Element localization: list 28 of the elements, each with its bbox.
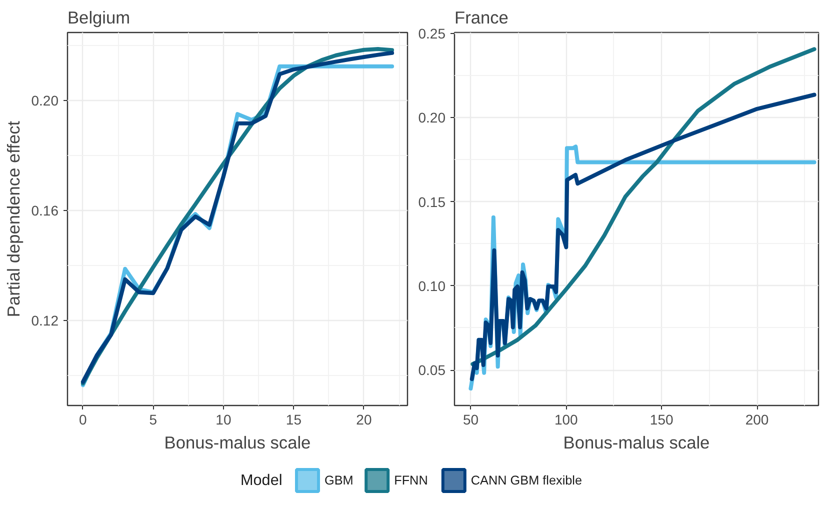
x-axis-title: Bonus-malus scale — [563, 432, 710, 452]
x-tick-label: 50 — [462, 412, 479, 428]
line-series — [470, 92, 816, 382]
y-tick-label: 0.20 — [418, 110, 446, 126]
y-tick-label: 0.15 — [418, 194, 446, 210]
legend-label: CANN GBM flexible — [470, 474, 582, 488]
chart-title: France — [454, 8, 508, 28]
x-tick-label: 15 — [286, 412, 302, 428]
legend-title: Model — [240, 472, 282, 489]
x-axis-title: Bonus-malus scale — [164, 432, 311, 452]
legend-label: GBM — [324, 474, 354, 488]
legend-label: FFNN — [394, 474, 428, 488]
y-tick-label: 0.16 — [31, 202, 59, 218]
chart-title: Belgium — [68, 8, 130, 28]
x-tick-label: 5 — [149, 412, 158, 428]
y-axis-title: Partial dependence effect — [3, 120, 24, 318]
x-tick-label: 100 — [554, 412, 578, 428]
y-tick-label: 0.20 — [31, 92, 59, 108]
y-tick-label: 0.12 — [31, 312, 59, 329]
y-tick-label: 0.25 — [418, 26, 446, 42]
x-tick-label: 10 — [216, 412, 232, 428]
x-tick-label: 150 — [650, 412, 674, 428]
y-tick-label: 0.05 — [418, 362, 446, 378]
x-tick-label: 200 — [745, 412, 769, 428]
x-tick-label: 0 — [79, 412, 88, 428]
x-tick-label: 20 — [356, 412, 372, 428]
line-series — [470, 47, 816, 366]
y-tick-label: 0.10 — [418, 278, 446, 294]
